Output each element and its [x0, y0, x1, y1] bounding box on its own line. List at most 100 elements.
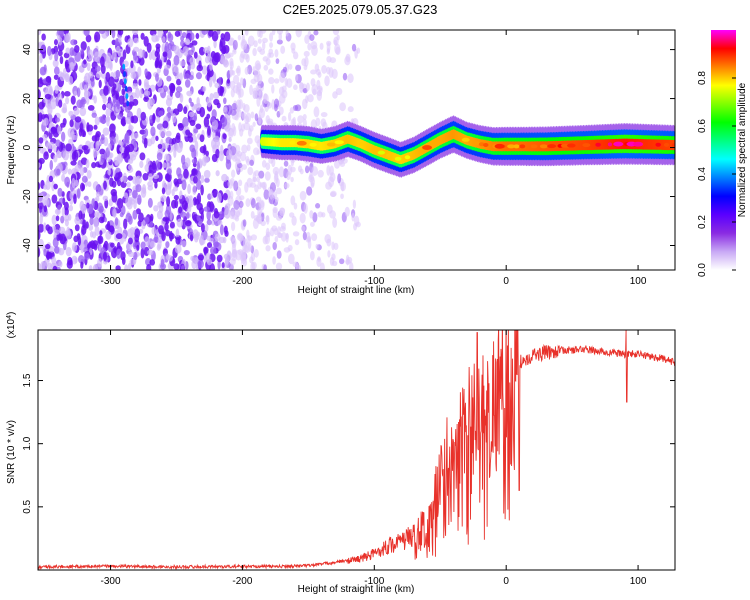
noise-blob [318, 87, 323, 94]
noise-blob [240, 50, 246, 59]
noise-blob [295, 74, 299, 82]
noise-blob [232, 125, 237, 137]
noise-blob [52, 265, 58, 270]
noise-blob [234, 216, 240, 222]
noise-blob [184, 79, 191, 88]
noise-blob [108, 225, 115, 233]
noise-blob [61, 207, 65, 217]
noise-blob [299, 168, 304, 175]
noise-blob [317, 169, 324, 178]
noise-blob [173, 194, 179, 201]
noise-blob [181, 179, 187, 191]
noise-blob [281, 85, 287, 93]
noise-blob [320, 262, 325, 270]
noise-blob [146, 263, 152, 270]
ridge-hotspot [334, 140, 344, 145]
noise-blob [40, 44, 47, 53]
noise-blob [79, 122, 84, 133]
noise-blob [261, 37, 268, 44]
noise-blob [102, 94, 107, 104]
noise-blob [302, 113, 307, 120]
noise-blob [272, 166, 280, 176]
noise-blob [247, 35, 255, 47]
noise-blob [100, 134, 105, 141]
noise-blob [249, 182, 256, 188]
noise-blob [258, 170, 265, 179]
snr-x-label: Height of straight line (km) [298, 584, 415, 595]
noise-blob [38, 223, 45, 233]
noise-blob [56, 168, 61, 176]
noise-blob [107, 142, 112, 151]
noise-blob [299, 190, 307, 201]
noise-blob [53, 39, 58, 46]
noise-blob [242, 238, 248, 250]
noise-blob [143, 137, 148, 149]
noise-blob [209, 60, 213, 72]
noise-blob [64, 176, 71, 187]
noise-blob [196, 96, 200, 107]
noise-blob [190, 255, 195, 262]
noise-blob [57, 49, 63, 57]
noise-blob [73, 235, 79, 243]
noise-blob [74, 164, 81, 172]
noise-blob [51, 256, 57, 265]
noise-blob [81, 175, 88, 183]
noise-blob [100, 71, 107, 79]
ridge-hotspot [671, 143, 675, 148]
colorbar-tick-label: 0.2 [697, 215, 708, 229]
spectrogram-frame [37, 29, 676, 271]
noise-blob [287, 111, 292, 122]
noise-blob [73, 107, 80, 116]
noise-blob [159, 126, 166, 138]
noise-blob [170, 84, 176, 92]
noise-blob [242, 219, 247, 227]
noise-blob [152, 113, 156, 124]
noise-blob [325, 181, 332, 190]
noise-blob [188, 136, 194, 143]
noise-blob [82, 130, 87, 138]
noise-blob [191, 158, 198, 164]
noise-blob [301, 225, 306, 232]
noise-blob [57, 187, 63, 197]
noise-blob [42, 134, 48, 141]
noise-blob [105, 108, 111, 117]
noise-blob [193, 128, 199, 134]
noise-blob [250, 211, 255, 219]
noise-blob [339, 102, 346, 112]
noise-blob [38, 246, 41, 258]
noise-blob [271, 84, 275, 94]
noise-blob [289, 107, 295, 114]
noise-blob [117, 30, 122, 35]
noise-blob [158, 110, 164, 117]
noise-blob [238, 99, 244, 110]
noise-streak [123, 71, 126, 78]
noise-blob [87, 181, 92, 188]
noise-blob [167, 33, 174, 42]
noise-blob [95, 65, 101, 72]
noise-blob [289, 212, 295, 218]
noise-blob [116, 248, 121, 260]
noise-blob [249, 256, 254, 264]
noise-blob [200, 174, 205, 184]
noise-blob [88, 265, 93, 270]
x-tick-label: -300 [101, 276, 121, 287]
noise-blob [65, 97, 70, 105]
noise-blob [85, 221, 89, 229]
noise-blob [52, 59, 59, 68]
noise-blob [259, 104, 264, 113]
noise-blob [332, 30, 340, 36]
noise-blob [240, 77, 244, 86]
noise-blob [196, 202, 203, 211]
noise-blob [172, 143, 179, 152]
noise-blob [265, 245, 271, 252]
noise-blob [186, 212, 190, 219]
noise-blob [276, 232, 282, 239]
noise-blob [179, 60, 186, 67]
noise-blob [58, 198, 64, 204]
noise-blob [271, 30, 276, 36]
noise-blob [49, 159, 54, 171]
noise-blob [179, 72, 183, 82]
noise-blob [43, 205, 48, 213]
noise-blob [303, 50, 310, 57]
noise-blob [95, 130, 101, 138]
